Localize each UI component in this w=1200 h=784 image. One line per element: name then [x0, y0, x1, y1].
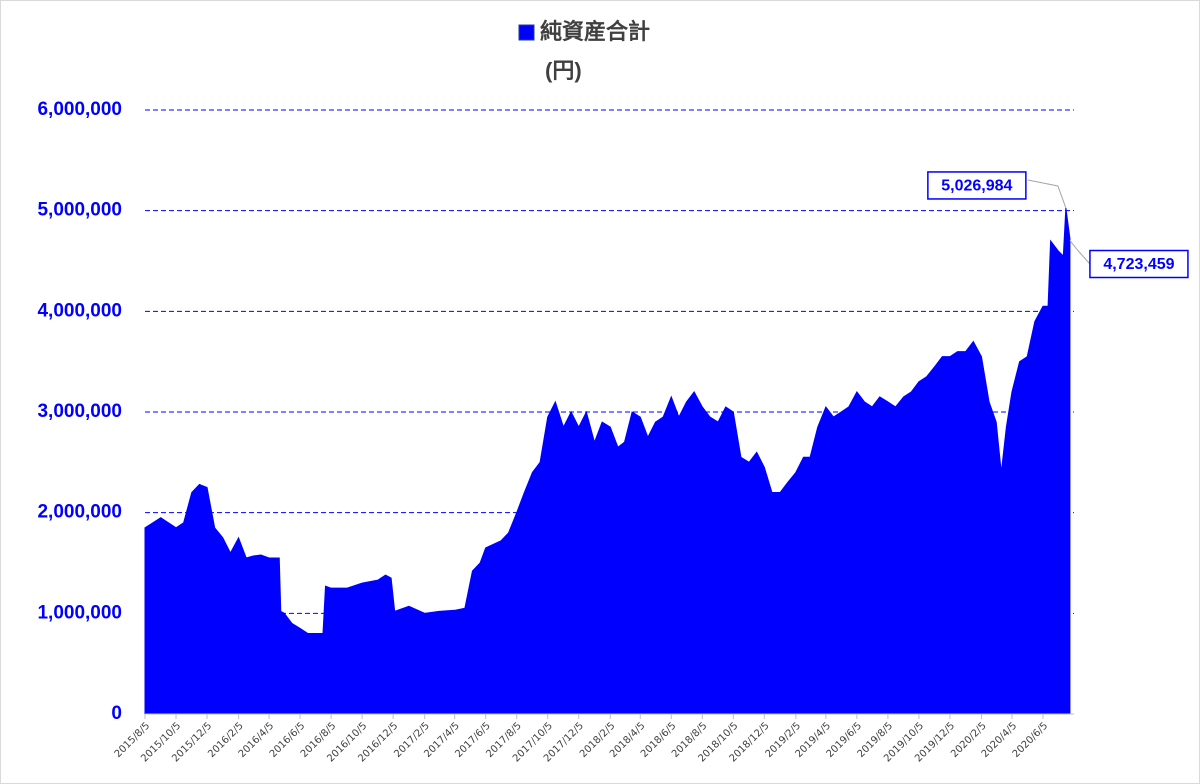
data-label-box — [1089, 249, 1189, 279]
legend: 純資産合計 — [518, 19, 650, 45]
data-label: 4,723,459 — [1103, 256, 1174, 273]
y-tick-label: 5,000,000 — [37, 200, 122, 221]
y-tick-label: 3,000,000 — [37, 401, 122, 422]
y-tick-label: 4,000,000 — [37, 300, 122, 321]
y-axis-label: (円) — [545, 58, 582, 83]
leader-line — [1069, 240, 1091, 265]
y-tick-label: 6,000,000 — [37, 99, 122, 120]
data-label-box — [927, 171, 1027, 200]
area — [144, 207, 1071, 715]
data-label: 5,026,984 — [941, 178, 1012, 195]
y-tick-label: 1,000,000 — [37, 602, 122, 623]
legend-label: 純資産合計 — [540, 19, 650, 45]
y-tick-label: 2,000,000 — [37, 502, 122, 523]
y-tick-label: 0 — [111, 703, 122, 724]
leader-line — [1027, 179, 1067, 209]
legend-swatch — [518, 24, 535, 41]
